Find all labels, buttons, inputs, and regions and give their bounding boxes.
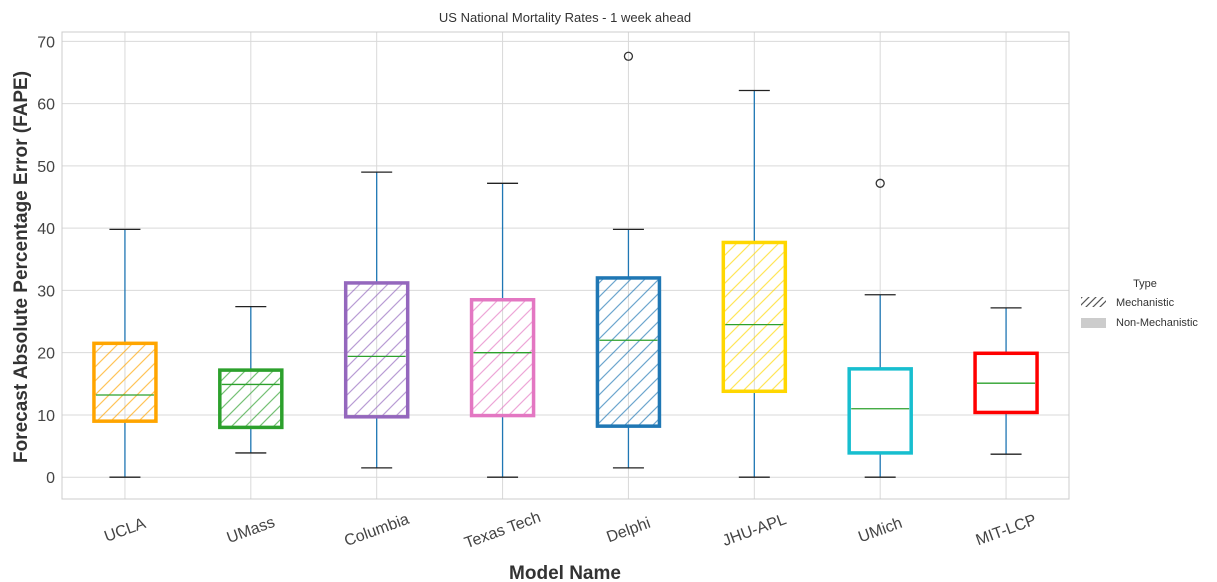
x-axis-ticks: UCLA UMass Columbia Texas Tech Delphi JHU-APL… [102,509,1039,552]
grid [62,32,1069,499]
box-series [92,51,1039,478]
y-tick-label: 70 [37,34,55,51]
y-tick-label: 30 [37,283,55,300]
y-tick-label: 20 [37,346,55,363]
x-tick-label: UMich [856,515,904,546]
y-tick-label: 10 [37,408,55,425]
outlier-point [875,178,885,188]
x-tick-label: Texas Tech [462,509,543,552]
chart-title: US National Mortality Rates - 1 week ahe… [439,10,691,25]
y-tick-label: 60 [37,97,55,114]
box-body [343,281,410,419]
box-body [595,276,662,428]
y-axis-label: Forecast Absolute Percentage Error (FAPE… [11,71,32,463]
legend-swatch-non-mechanistic [1081,318,1106,328]
x-tick-label: UCLA [102,515,148,546]
box-columbia [343,171,410,469]
box-body [721,240,788,394]
x-tick-label: Delphi [604,515,652,546]
box-umich [847,178,913,478]
box-delphi [595,51,662,469]
box-mit-lcp [973,307,1039,455]
box-body [847,367,913,455]
legend-label-non-mechanistic: Non-Mechanistic [1116,317,1198,329]
x-tick-label: Columbia [342,511,411,550]
legend-title: Type [1133,278,1157,290]
box-jhu-apl [721,89,788,478]
box-body [469,297,536,418]
x-tick-label: UMass [225,514,278,547]
y-axis-ticks: 0 10 20 30 40 50 60 70 [37,34,55,487]
x-axis-label: Model Name [509,563,621,582]
y-tick-label: 40 [37,221,55,238]
y-tick-label: 0 [46,470,55,487]
x-tick-label: JHU-APL [720,511,789,550]
plot-frame [61,31,1070,500]
box-umass [218,305,284,454]
box-body [218,368,284,430]
box-ucla [92,228,158,478]
box-texas-tech [469,182,536,478]
y-tick-label: 50 [37,159,55,176]
legend: Type Mechanistic Non-Mechanistic [1081,278,1198,329]
legend-label-mechanistic: Mechanistic [1116,297,1175,309]
legend-swatch-mechanistic [1081,297,1106,307]
x-tick-label: MIT-LCP [974,512,1039,550]
box-body [92,341,158,423]
outlier-point [623,51,634,61]
